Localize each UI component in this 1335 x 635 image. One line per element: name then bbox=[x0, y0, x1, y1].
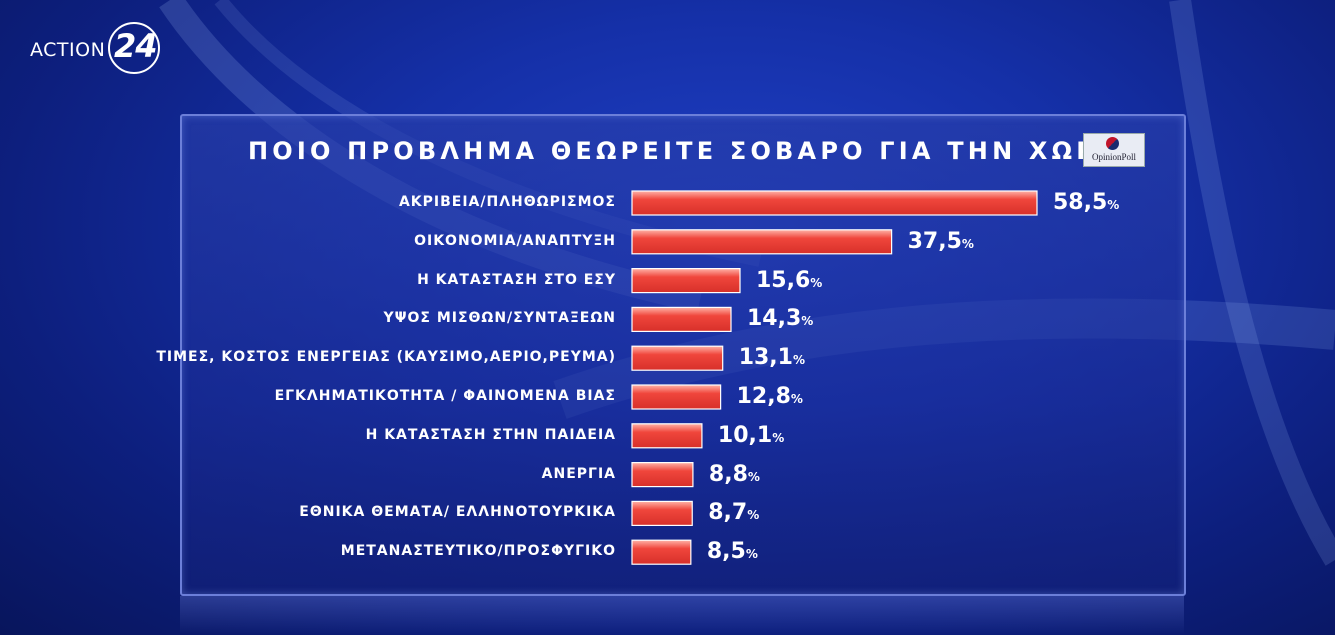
value-number-9: 8,7 bbox=[708, 500, 748, 526]
channel-logo-word: ACTION bbox=[30, 39, 106, 61]
value-label-4: 14,3% bbox=[747, 306, 813, 331]
value-label-5: 13,1% bbox=[739, 345, 805, 370]
value-number-5: 13,1 bbox=[738, 345, 793, 371]
value-number-10: 8,5 bbox=[706, 539, 746, 565]
value-number-7: 10,1 bbox=[717, 422, 773, 448]
channel-logo-ring bbox=[108, 22, 160, 74]
value-number-2: 37,5 bbox=[907, 228, 962, 254]
bar-6 bbox=[631, 384, 722, 410]
value-unit-5: % bbox=[792, 353, 805, 368]
value-label-10: 8,5% bbox=[707, 539, 758, 564]
value-number-1: 58,5 bbox=[1053, 190, 1108, 215]
value-number-3: 15,6 bbox=[756, 267, 811, 293]
bar-4 bbox=[631, 306, 732, 332]
value-label-1: 58,5% bbox=[1053, 190, 1119, 215]
value-label-2: 37,5% bbox=[908, 229, 974, 254]
bar-5 bbox=[631, 345, 724, 371]
value-label-8: 8,8% bbox=[709, 462, 760, 487]
opinionpoll-logo-text: OpinionPoll bbox=[1091, 152, 1136, 162]
value-unit-2: % bbox=[961, 236, 974, 251]
category-label-10: ΜΕΤΑΝΑΣΤΕΥΤΙΚΟ/ΠΡΟΣΦΥΓΙΚΟ bbox=[340, 543, 616, 560]
bar-3 bbox=[631, 268, 741, 294]
value-label-9: 8,7% bbox=[708, 500, 759, 525]
value-number-4: 14,3 bbox=[747, 306, 802, 332]
value-number-6: 12,8 bbox=[736, 384, 791, 409]
category-label-1: ΑΚΡΙΒΕΙΑ/ΠΛΗΘΩΡΙΣΜΟΣ bbox=[398, 194, 616, 210]
value-number-8: 8,8 bbox=[708, 461, 748, 487]
channel-logo-number: 24 bbox=[114, 27, 158, 65]
bar-10 bbox=[631, 539, 692, 565]
category-label-6: ΕΓΚΛΗΜΑΤΙΚΟΤΗΤΑ / ΦΑΙΝΟΜΕΝΑ ΒΙΑΣ bbox=[274, 388, 616, 404]
chart-title: ΠΟΙΟ ΠΡΟΒΛΗΜΑ ΘΕΩΡΕΙΤΕ ΣΟΒΑΡΟ ΓΙΑ ΤΗΝ ΧΩ… bbox=[248, 137, 1135, 165]
category-label-2: ΟΙΚΟΝΟΜΙΑ/ΑΝΑΠΤΥΞΗ bbox=[414, 232, 616, 249]
value-unit-1: % bbox=[1107, 198, 1120, 212]
value-label-7: 10,1% bbox=[718, 423, 784, 448]
category-label-5: ΤΙΜΕΣ, ΚΟΣΤΟΣ ΕΝΕΡΓΕΙΑΣ (ΚΑΥΣΙΜΟ,ΑΕΡΙΟ,Ρ… bbox=[156, 349, 616, 366]
opinionpoll-logo: OpinionPoll bbox=[1083, 133, 1145, 167]
value-unit-4: % bbox=[801, 314, 814, 329]
value-unit-9: % bbox=[747, 508, 760, 523]
value-unit-6: % bbox=[790, 392, 803, 406]
value-unit-10: % bbox=[745, 547, 758, 562]
value-unit-7: % bbox=[772, 430, 785, 445]
bar-2 bbox=[631, 229, 893, 255]
bar-1 bbox=[631, 190, 1038, 216]
category-label-3: Η ΚΑΤΑΣΤΑΣΗ ΣΤΟ ΕΣΥ bbox=[417, 271, 616, 288]
bar-9 bbox=[631, 500, 693, 526]
value-unit-3: % bbox=[810, 275, 823, 290]
category-label-9: ΕΘΝΙΚΑ ΘΕΜΑΤΑ/ ΕΛΛΗΝΟΤΟΥΡΚΙΚΑ bbox=[299, 504, 616, 521]
panel-reflection bbox=[180, 596, 1184, 635]
category-label-7: Η ΚΑΤΑΣΤΑΣΗ ΣΤΗΝ ΠΑΙΔΕΙΑ bbox=[365, 426, 616, 443]
value-label-6: 12,8% bbox=[737, 384, 803, 409]
value-unit-8: % bbox=[747, 469, 760, 484]
bar-7 bbox=[631, 423, 703, 449]
category-label-8: ΑΝΕΡΓΙΑ bbox=[541, 465, 616, 482]
bar-8 bbox=[631, 462, 694, 488]
value-label-3: 15,6% bbox=[756, 268, 822, 293]
category-label-4: ΥΨΟΣ ΜΙΣΘΩΝ/ΣΥΝΤΑΞΕΩΝ bbox=[383, 310, 616, 327]
opinionpoll-logo-icon bbox=[1106, 137, 1119, 150]
channel-logo: ACTION 24 bbox=[30, 22, 170, 76]
